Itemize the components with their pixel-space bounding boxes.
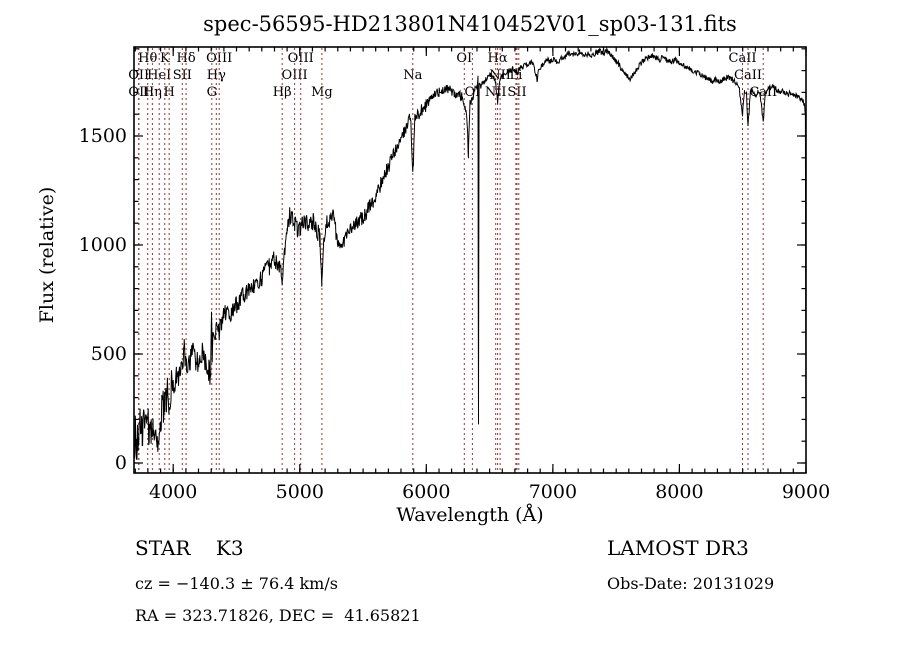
line-label-CaII: CaII [734,68,762,83]
line-label-Na: Na [403,68,423,83]
line-label-OI: OI [464,85,481,100]
spectrum-trace [133,46,807,460]
line-label-Hβ: Hβ [272,85,292,100]
line-label-G: G [206,85,217,100]
line-label-NII: NII [484,85,507,100]
line-label-SII: SII [172,68,192,83]
line-label-H: H [163,85,175,100]
line-label-Mg: Mg [311,85,333,100]
line-label-SII: SII [507,85,527,100]
